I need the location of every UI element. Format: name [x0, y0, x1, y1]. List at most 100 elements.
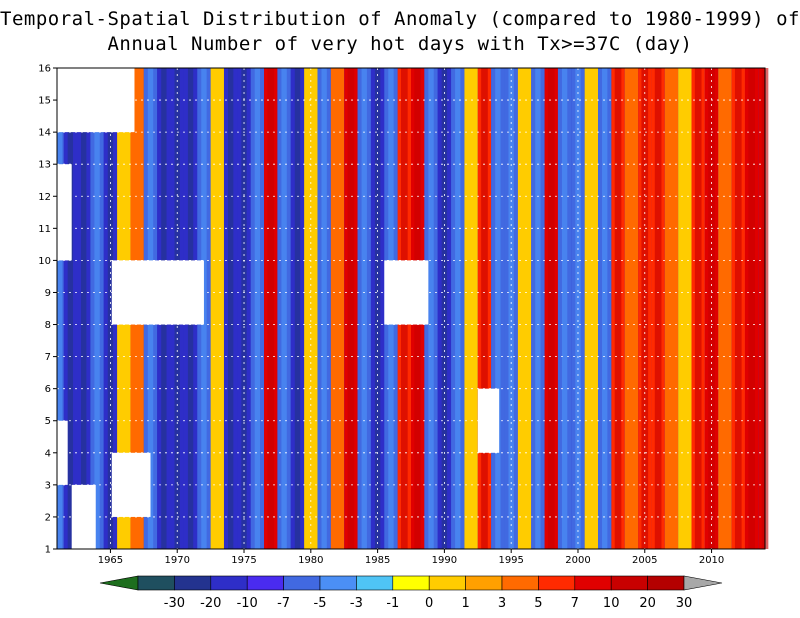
x-axis: 1965 1970 1975 1980 1985 1990 1995 2000 2005 2010	[98, 549, 724, 566]
colorbar-swatch	[538, 575, 576, 591]
heatmap-core	[67, 68, 74, 549]
heatmap-column	[464, 68, 478, 549]
y-tick-label: 13	[38, 160, 51, 171]
y-tick-label: 7	[45, 352, 51, 363]
missing-data-block	[477, 388, 500, 453]
colorbar-high-arrow	[683, 575, 723, 591]
heatmap-column	[517, 68, 532, 549]
colorbar-label: -7	[277, 596, 290, 611]
colorbar-swatch	[246, 575, 284, 591]
x-tick-label: 2005	[632, 555, 657, 566]
heatmap-core	[428, 68, 434, 549]
colorbar-label: -1	[386, 596, 399, 611]
heatmap-core	[321, 68, 327, 549]
missing-data-block	[57, 420, 68, 485]
heatmap-core	[57, 68, 63, 549]
gridlines	[57, 68, 765, 549]
colorbar-swatch	[392, 575, 430, 591]
y-tick-label: 4	[45, 448, 51, 459]
y-tick-label: 14	[38, 128, 51, 139]
chart-title: Temporal-Spatial Distribution of Anomaly…	[0, 8, 800, 30]
colorbar-label: 30	[676, 596, 693, 611]
colorbar-label: 5	[534, 596, 542, 611]
heatmap-core	[561, 68, 568, 549]
colorbar-label: 20	[639, 596, 656, 611]
y-tick-label: 6	[45, 384, 51, 395]
colorbar-swatch	[428, 575, 466, 591]
heatmap-core	[694, 68, 702, 549]
colorbar-label: 3	[498, 596, 506, 611]
x-tick-label: 1970	[164, 555, 189, 566]
chart-subtitle: Annual Number of very hot days with Tx>=…	[107, 33, 693, 55]
x-tick-label: 1965	[98, 555, 123, 566]
colorbar-label: -30	[164, 596, 185, 611]
colorbar-swatch	[174, 575, 212, 591]
x-tick-label: 2010	[699, 555, 724, 566]
heatmap-core	[734, 68, 742, 549]
y-tick-label: 3	[45, 480, 51, 491]
missing-data-block	[57, 164, 72, 261]
colorbar-swatch	[610, 575, 648, 591]
y-tick-label: 16	[38, 64, 51, 75]
heatmap-core	[654, 68, 662, 549]
heatmap-column	[210, 68, 224, 549]
colorbar-swatch	[501, 575, 539, 591]
colorbar-swatch	[574, 575, 612, 591]
colorbar-swatch	[356, 575, 394, 591]
heatmap-column	[718, 68, 732, 549]
colorbar-low-arrow	[99, 575, 139, 591]
colorbar-swatch	[210, 575, 248, 591]
heatmap-core	[535, 68, 541, 549]
colorbar-swatch	[465, 575, 503, 591]
colorbar-label: 10	[603, 596, 620, 611]
heatmap-core	[748, 68, 755, 549]
colorbar-label: -20	[200, 596, 221, 611]
colorbar-label: 1	[461, 596, 469, 611]
y-tick-label: 5	[45, 416, 51, 427]
heatmap-core	[227, 68, 234, 549]
y-tick-label: 10	[38, 256, 51, 267]
heatmap-core	[94, 68, 100, 549]
colorbar-swatch	[283, 575, 321, 591]
y-tick-label: 12	[38, 192, 51, 203]
y-tick-label: 11	[38, 224, 51, 235]
colorbar-swatch	[647, 575, 685, 591]
heatmap-core	[547, 68, 555, 549]
heatmap-column	[330, 68, 345, 549]
heatmap-core	[481, 68, 488, 549]
y-tick-label: 2	[45, 512, 51, 523]
heatmap-core	[267, 68, 275, 549]
missing-data-block	[111, 260, 204, 325]
colorbar-swatch	[137, 575, 175, 591]
heatmap-column	[624, 68, 639, 549]
missing-data-block	[57, 68, 135, 133]
x-tick-label: 2000	[565, 555, 590, 566]
heatmap-core	[455, 68, 461, 549]
colorbar-label: -3	[350, 596, 363, 611]
heatmap-core	[614, 68, 622, 549]
heatmap-core	[281, 68, 287, 549]
x-tick-label: 1985	[365, 555, 390, 566]
plot-area	[57, 68, 769, 549]
y-tick-label: 15	[38, 96, 51, 107]
colorbar-label: -5	[314, 596, 327, 611]
y-tick-label: 1	[45, 545, 51, 556]
heatmap-core	[361, 68, 367, 549]
heatmap-core	[294, 68, 301, 549]
plot-frame	[56, 67, 766, 550]
x-tick-label: 1995	[498, 555, 523, 566]
heatmap-core	[495, 68, 501, 549]
colorbar-label: -10	[237, 596, 258, 611]
x-tick-label: 1980	[298, 555, 323, 566]
colorbar: -30 -20 -10 -7 -5 -3 -1 0 1 3 5 7 10 20 30	[99, 575, 723, 611]
x-tick-label: 1975	[231, 555, 256, 566]
heatmap-column	[664, 68, 679, 549]
y-tick-label: 9	[45, 288, 51, 299]
y-tick-label: 8	[45, 320, 51, 331]
heatmap-column	[584, 68, 599, 549]
colorbar-swatch	[319, 575, 357, 591]
heatmap-column	[678, 68, 692, 549]
colorbar-label: 7	[571, 596, 579, 611]
